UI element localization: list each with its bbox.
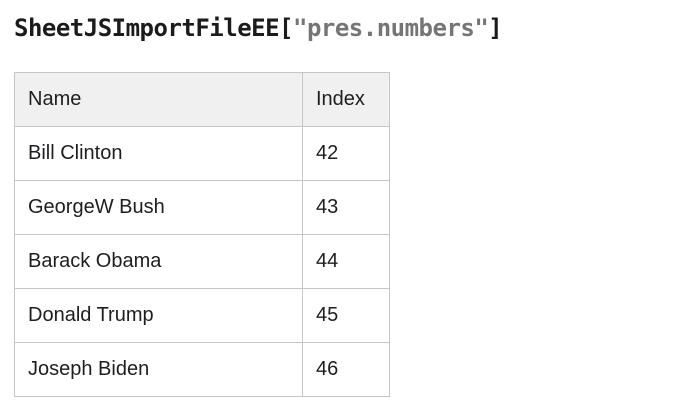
column-header-name: Name: [14, 72, 303, 127]
cell-index: 45: [302, 288, 390, 343]
title-bracket-close: ]: [488, 14, 503, 42]
table-row: Bill Clinton 42: [14, 126, 390, 181]
column-header-index: Index: [302, 72, 390, 127]
cell-index: 44: [302, 234, 390, 289]
page-title: SheetJSImportFileEE["pres.numbers"]: [14, 13, 684, 43]
title-bracket-open: [: [279, 14, 293, 42]
cell-name: GeorgeW Bush: [14, 180, 303, 235]
cell-name: Bill Clinton: [14, 126, 303, 181]
cell-name: Barack Obama: [14, 234, 303, 289]
table-header-row: Name Index: [14, 72, 390, 127]
table-row: Donald Trump 45: [14, 288, 390, 343]
table-row: Barack Obama 44: [14, 234, 390, 289]
table-row: Joseph Biden 46: [14, 342, 390, 397]
page: SheetJSImportFileEE["pres.numbers"] Name…: [0, 13, 684, 420]
cell-index: 42: [302, 126, 390, 181]
cell-index: 43: [302, 180, 390, 235]
title-function-name: SheetJSImportFileEE: [14, 14, 280, 42]
table-row: GeorgeW Bush 43: [14, 180, 390, 235]
title-string-literal: "pres.numbers": [293, 14, 489, 42]
cell-name: Joseph Biden: [14, 342, 303, 397]
presidents-table: Name Index Bill Clinton 42 GeorgeW Bush …: [14, 72, 390, 397]
cell-index: 46: [302, 342, 390, 397]
cell-name: Donald Trump: [14, 288, 303, 343]
